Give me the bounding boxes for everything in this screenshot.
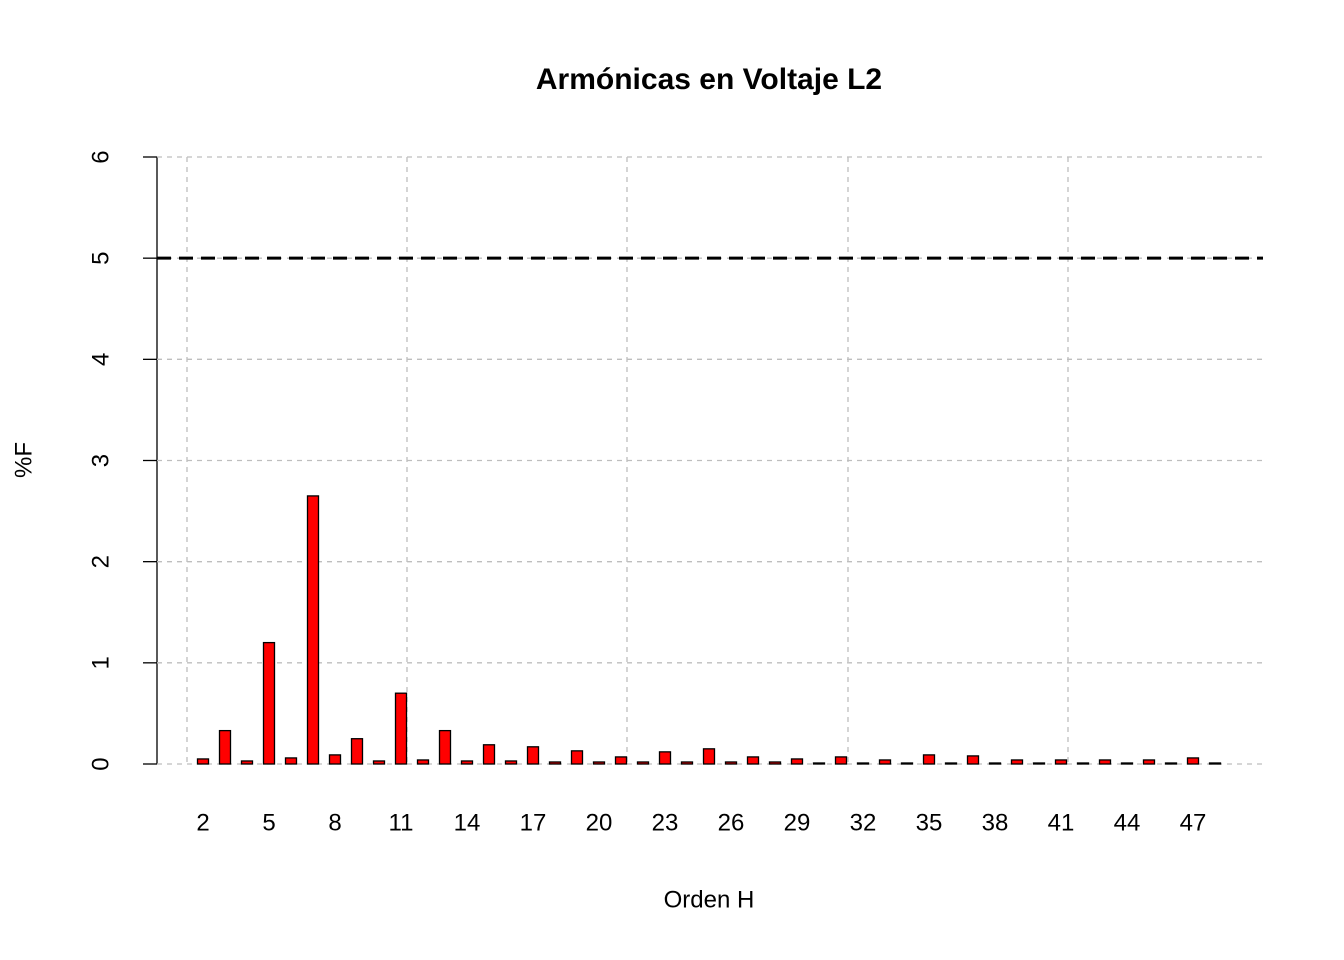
bar (1120, 762, 1134, 765)
bar (570, 750, 584, 765)
bar (1098, 759, 1112, 765)
x-tick-label: 2 (196, 809, 209, 836)
x-axis-label: Orden H (664, 886, 755, 913)
x-tick-label: 29 (784, 809, 811, 836)
bar (416, 759, 430, 765)
bar (284, 757, 298, 765)
bar (1032, 762, 1046, 765)
x-tick-label: 20 (586, 809, 613, 836)
bar (900, 762, 914, 765)
bar (812, 762, 826, 765)
bar (218, 729, 232, 765)
y-tick-label: 2 (87, 555, 114, 568)
bar (1054, 759, 1068, 765)
bar (262, 641, 276, 765)
bar (746, 756, 760, 765)
bar (1142, 759, 1156, 765)
y-tick-label: 3 (87, 454, 114, 467)
y-tick-label: 0 (87, 757, 114, 770)
bar (1208, 762, 1222, 765)
x-tick-label: 11 (389, 809, 414, 836)
bar (504, 760, 518, 765)
y-tick-label: 1 (87, 656, 114, 669)
bar (460, 760, 474, 765)
bar (1076, 762, 1090, 765)
bar (394, 692, 408, 765)
bar (526, 746, 540, 765)
x-tick-label: 32 (850, 809, 877, 836)
y-axis-label: %F (10, 442, 37, 478)
bar (878, 759, 892, 765)
bar (548, 761, 562, 765)
x-tick-label: 26 (718, 809, 745, 836)
x-tick-label: 41 (1048, 809, 1075, 836)
bar (1010, 759, 1024, 765)
x-tick-label: 38 (982, 809, 1009, 836)
x-tick-label: 14 (454, 809, 481, 836)
bar (922, 754, 936, 765)
bar (614, 756, 628, 765)
x-tick-label: 8 (328, 809, 341, 836)
bar (482, 744, 496, 765)
x-tick-label: 23 (652, 809, 679, 836)
bar (438, 729, 452, 765)
x-tick-label: 17 (520, 809, 547, 836)
y-tick-label: 5 (87, 251, 114, 264)
y-tick-label: 6 (87, 150, 114, 163)
bar (834, 756, 848, 765)
bar (966, 755, 980, 765)
bar (636, 761, 650, 765)
bar (592, 761, 606, 765)
x-tick-label: 35 (916, 809, 943, 836)
bar (702, 748, 716, 765)
bar (1164, 762, 1178, 765)
bar (328, 754, 342, 765)
x-tick-label: 47 (1180, 809, 1207, 836)
bar (856, 762, 870, 765)
bar (658, 751, 672, 765)
bar (1186, 757, 1200, 765)
x-tick-label: 5 (262, 809, 275, 836)
bar (944, 762, 958, 765)
chart-title: Armónicas en Voltaje L2 (536, 63, 882, 96)
bar (724, 761, 738, 765)
bar (680, 761, 694, 765)
bar (790, 758, 804, 765)
y-tick-label: 4 (87, 353, 114, 366)
bar (240, 760, 254, 765)
bar (196, 758, 210, 765)
bar (768, 761, 782, 765)
bar (350, 738, 364, 765)
bar (306, 495, 320, 765)
bar (372, 760, 386, 765)
bar (988, 762, 1002, 765)
x-tick-label: 44 (1114, 809, 1141, 836)
